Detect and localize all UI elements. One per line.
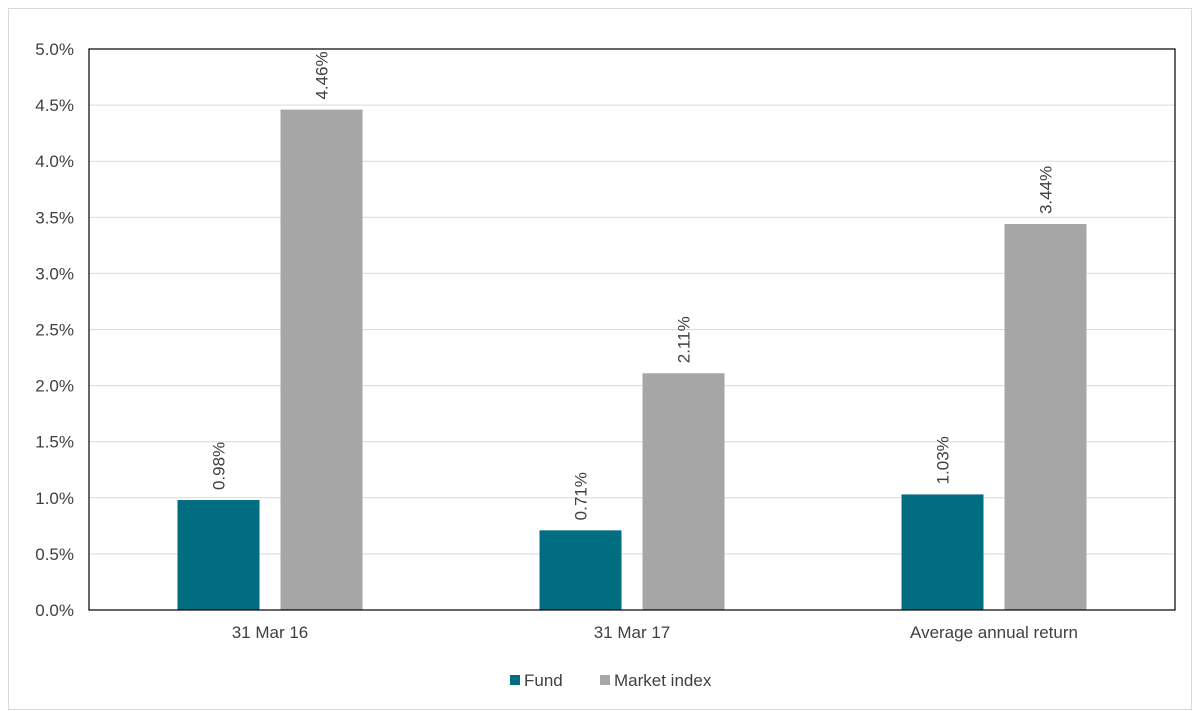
- y-tick-label: 2.5%: [35, 321, 74, 340]
- legend-label: Market index: [614, 671, 712, 690]
- bar: [280, 109, 363, 610]
- y-tick-label: 4.0%: [35, 152, 74, 171]
- y-tick-label: 3.5%: [35, 208, 74, 227]
- data-label: 2.11%: [675, 316, 694, 363]
- x-tick-label: 31 Mar 16: [232, 623, 309, 642]
- bar: [539, 530, 622, 610]
- x-tick-label: 31 Mar 17: [594, 623, 671, 642]
- legend-swatch: [510, 675, 520, 685]
- data-label: 1.03%: [934, 436, 953, 484]
- x-axis-ticks: 31 Mar 16 31 Mar 17 Average annual return: [232, 623, 1078, 642]
- y-tick-label: 1.0%: [35, 489, 74, 508]
- data-label: 4.46%: [313, 51, 332, 99]
- y-tick-label: 1.5%: [35, 433, 74, 452]
- bar: [901, 494, 984, 610]
- bar: [177, 500, 260, 610]
- y-tick-label: 0.5%: [35, 545, 74, 564]
- y-axis-ticks: 0.0% 0.5% 1.0% 1.5% 2.0% 2.5% 3.0% 3.5% 4.0% 4.5%…: [35, 40, 74, 620]
- legend-swatch: [600, 675, 610, 685]
- y-tick-label: 4.5%: [35, 96, 74, 115]
- y-tick-label: 3.0%: [35, 264, 74, 283]
- legend-label: Fund: [524, 671, 563, 690]
- data-label: 0.71%: [572, 472, 591, 520]
- legend: Fund Market index: [510, 671, 712, 690]
- x-tick-label: Average annual return: [910, 623, 1078, 642]
- bars: [177, 109, 1087, 611]
- y-tick-label: 0.0%: [35, 601, 74, 620]
- bar: [642, 373, 725, 610]
- bar: [1004, 224, 1087, 611]
- data-labels: 0.98% 4.46% 0.71% 2.11% 1.03% 3.44%: [210, 51, 1056, 520]
- y-tick-label: 5.0%: [35, 40, 74, 59]
- y-tick-label: 2.0%: [35, 377, 74, 396]
- data-label: 0.98%: [210, 442, 229, 490]
- plot-area-border: [88, 48, 1176, 611]
- gridlines: [89, 104, 1175, 555]
- data-label: 3.44%: [1037, 166, 1056, 214]
